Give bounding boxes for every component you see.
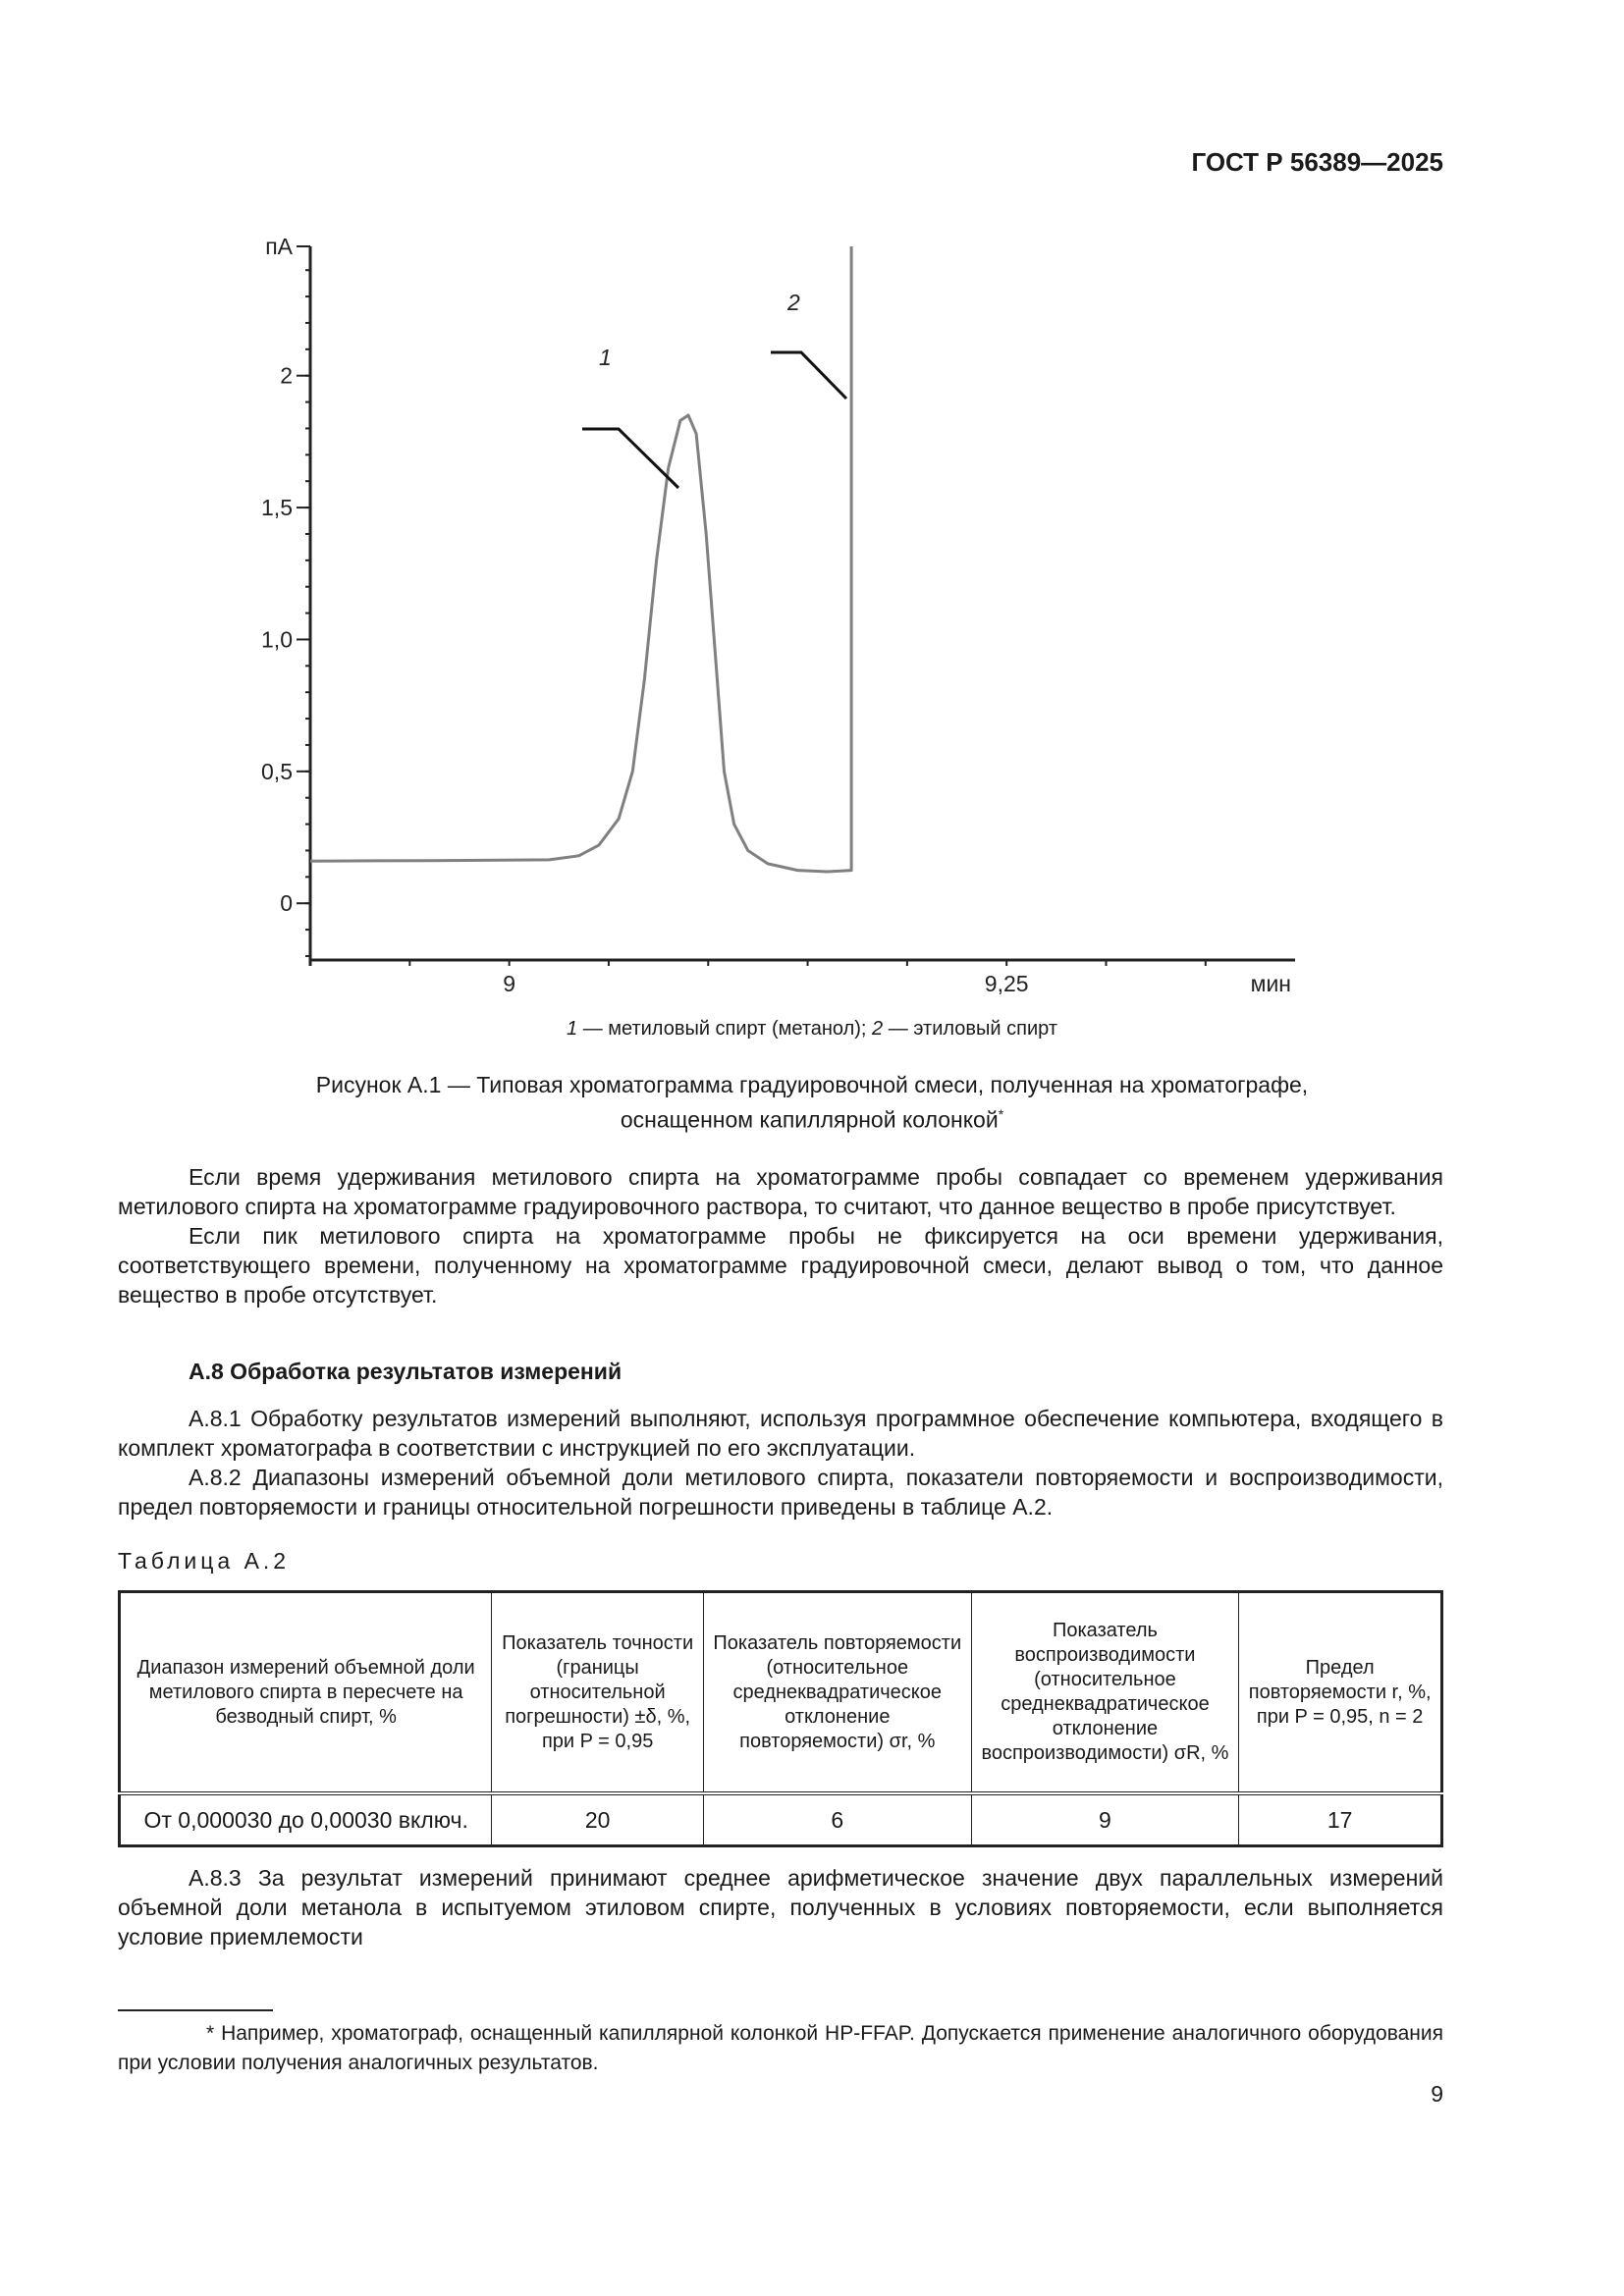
footnote-divider xyxy=(118,2009,273,2011)
paragraph: А.8.2 Диапазоны измерений объемной доли … xyxy=(118,1465,1443,1520)
body-paragraphs-2: А.8.1 Обработку результатов измерений вы… xyxy=(118,1404,1443,1522)
chromatogram-trace xyxy=(309,246,853,874)
y-axis-unit: пА xyxy=(265,234,293,259)
x-tick-label: 9,25 xyxy=(985,971,1029,996)
paragraph: Если пик метилового спирта на хроматогра… xyxy=(118,1223,1443,1308)
section-heading: А.8 Обработка результатов измерений xyxy=(189,1359,623,1384)
cell: От 0,000030 до 0,00030 включ. xyxy=(118,1792,493,1846)
header-cell: Показатель повторяемости (относительное … xyxy=(702,1591,972,1795)
chromatogram-chart: 0 0,5 1,0 1,5 2 пА 9 9,25 мин 1 2 xyxy=(261,234,1295,996)
footnote-text: * Например, хроматограф, оснащенный капи… xyxy=(118,2022,1443,2074)
peak-label: 2 xyxy=(786,290,800,315)
y-tick-label: 1,0 xyxy=(261,626,293,652)
figure-title: Рисунок А.1 — Типовая хроматограмма град… xyxy=(196,1070,1428,1135)
page-number: 9 xyxy=(1431,2081,1443,2107)
header-cell: Показатель воспроизводимости (относитель… xyxy=(970,1591,1240,1795)
table-header-row: Диапазон измерений объемной доли метилов… xyxy=(118,1591,1442,1795)
cell: 17 xyxy=(1238,1792,1442,1846)
legend-key-1: 1 xyxy=(567,1018,578,1040)
y-tick-label: 1,5 xyxy=(261,495,293,520)
paragraph: А.8.3 За результат измерений принимают с… xyxy=(118,1865,1443,1949)
header-cell: Показатель точности (границы относительн… xyxy=(491,1591,704,1795)
table-label: Таблица А.2 xyxy=(118,1548,291,1574)
figure-title-line1: Рисунок А.1 — Типовая хроматограмма град… xyxy=(315,1072,1309,1097)
data-table: Диапазон измерений объемной доли метилов… xyxy=(118,1590,1443,1847)
legend-text-2: — этиловый спирт xyxy=(883,1018,1057,1040)
cell: 9 xyxy=(970,1792,1240,1846)
peak-leader-line xyxy=(582,427,680,490)
x-tick-label: 9 xyxy=(503,971,515,996)
document-id: ГОСТ Р 56389—2025 xyxy=(1191,147,1443,177)
y-tick-label: 0,5 xyxy=(261,759,293,784)
legend-text-1: — метиловый спирт (метанол); xyxy=(577,1018,873,1040)
cell: 20 xyxy=(491,1792,704,1846)
peak-leader-line xyxy=(771,350,848,400)
header-cell: Диапазон измерений объемной доли метилов… xyxy=(118,1591,493,1795)
x-axis-unit: мин xyxy=(1251,971,1291,996)
paragraph: Если время удерживания метилового спирта… xyxy=(118,1164,1443,1219)
y-tick-label: 2 xyxy=(280,363,293,389)
paragraph: А.8.1 Обработку результатов измерений вы… xyxy=(118,1406,1443,1461)
figure-legend: 1 — метиловый спирт (метанол); 2 — этило… xyxy=(0,1018,1624,1041)
cell: 6 xyxy=(702,1792,972,1846)
footnote-mark: * xyxy=(998,1106,1004,1122)
legend-key-2: 2 xyxy=(872,1018,884,1040)
header-cell: Предел повторяемости r, %, при P = 0,95,… xyxy=(1238,1591,1442,1795)
table-row: От 0,000030 до 0,00030 включ. 20 6 9 17 xyxy=(118,1792,1442,1846)
body-paragraphs-1: Если время удерживания метилового спирта… xyxy=(118,1162,1443,1309)
footnote: * Например, хроматограф, оснащенный капи… xyxy=(118,2019,1443,2078)
y-tick-label: 0 xyxy=(280,890,293,916)
figure-title-line2: оснащенном капиллярной колонкой xyxy=(620,1106,999,1133)
peak-label: 1 xyxy=(599,345,612,370)
body-paragraphs-3: А.8.3 За результат измерений принимают с… xyxy=(118,1863,1443,1951)
